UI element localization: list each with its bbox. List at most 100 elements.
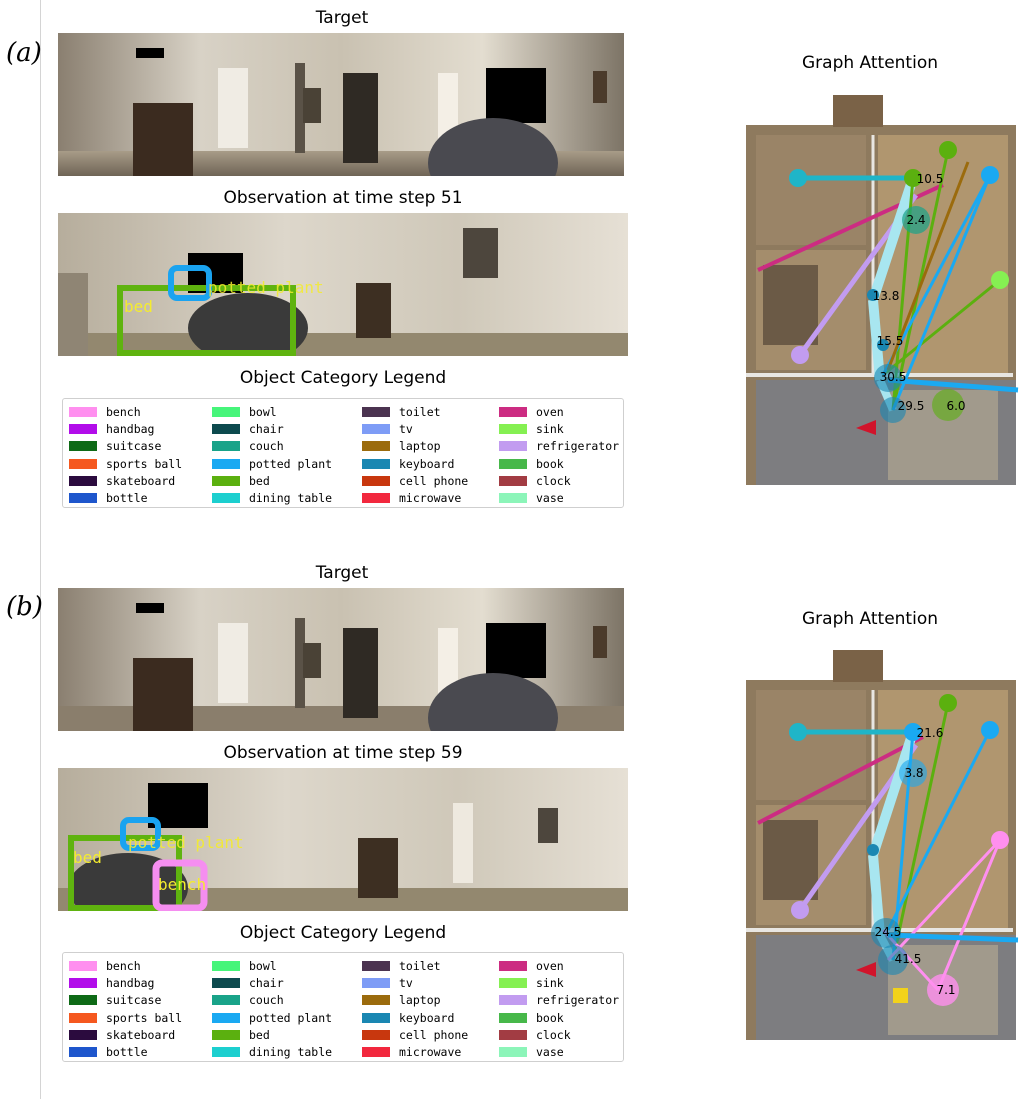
legend-label: laptop: [399, 439, 441, 454]
legend-label: tv: [399, 421, 413, 436]
legend-item: skateboard: [69, 1026, 212, 1043]
attention-value: 29.5: [898, 399, 925, 413]
legend-swatch: [362, 406, 390, 417]
legend-swatch: [499, 441, 527, 452]
legend-label: suitcase: [106, 439, 162, 454]
legend-label: sports ball: [106, 1010, 183, 1025]
legend-item: bowl: [212, 957, 362, 974]
legend-swatch: [69, 475, 97, 486]
legend-label: potted plant: [249, 1010, 333, 1025]
legend-title-a: Object Category Legend: [239, 368, 447, 388]
legend-item: bed: [212, 1026, 362, 1043]
category-legend-b: bench handbag suitcase sports ball skateboar…: [62, 952, 624, 1062]
legend-label: toilet: [399, 958, 441, 973]
legend-item: oven: [499, 957, 629, 974]
legend-label: refrigerator: [536, 439, 620, 454]
legend-item: toilet: [362, 957, 499, 974]
legend-swatch: [212, 1012, 240, 1023]
legend-label: bench: [106, 404, 141, 419]
legend-item: clock: [499, 1026, 629, 1043]
legend-label: potted plant: [249, 456, 333, 471]
legend-label: bowl: [249, 404, 277, 419]
legend-item: refrigerator: [499, 992, 629, 1009]
attention-value: 41.5: [895, 952, 922, 966]
legend-label: microwave: [399, 1045, 462, 1060]
legend-label: book: [536, 456, 564, 471]
legend-label: chair: [249, 975, 284, 990]
legend-item: bowl: [212, 403, 362, 420]
legend-swatch: [499, 1047, 527, 1058]
legend-item: toilet: [362, 403, 499, 420]
detection-label-bed-a: bed: [124, 297, 153, 316]
legend-swatch: [362, 995, 390, 1006]
legend-label: bed: [249, 1027, 270, 1042]
legend-swatch: [212, 423, 240, 434]
legend-swatch: [499, 995, 527, 1006]
legend-item: microwave: [362, 489, 499, 506]
legend-item: vase: [499, 489, 629, 506]
graph-title-a: Graph Attention: [801, 53, 938, 73]
legend-swatch: [69, 995, 97, 1006]
target-title-a: Target: [315, 8, 369, 28]
legend-swatch: [499, 1029, 527, 1040]
legend-swatch: [212, 493, 240, 504]
legend-item: bench: [69, 403, 212, 420]
detection-label-bench-b: bench: [158, 875, 206, 894]
legend-label: cell phone: [399, 473, 469, 488]
legend-swatch: [362, 458, 390, 469]
legend-item: clock: [499, 472, 629, 489]
legend-label: sports ball: [106, 456, 183, 471]
legend-swatch: [499, 406, 527, 417]
legend-item: book: [499, 455, 629, 472]
legend-swatch: [499, 960, 527, 971]
legend-swatch: [69, 960, 97, 971]
legend-swatch: [499, 423, 527, 434]
attention-value: 3.8: [904, 766, 923, 780]
left-margin-rule: [40, 0, 41, 1099]
legend-item: laptop: [362, 438, 499, 455]
legend-label: handbag: [106, 421, 155, 436]
panel-label-a: (a): [6, 38, 42, 68]
observation-panorama-a: bed potted plant: [58, 213, 628, 356]
legend-swatch: [212, 960, 240, 971]
legend-swatch: [69, 423, 97, 434]
graph-attention-map-a: 10.5 2.4 13.8 15.5 30.5 29.5 6.0: [738, 90, 1023, 490]
attention-value: 15.5: [877, 334, 904, 348]
legend-item: sink: [499, 974, 629, 991]
legend-item: cell phone: [362, 1026, 499, 1043]
legend-item: bottle: [69, 489, 212, 506]
detection-label-potted-plant-a: potted plant: [208, 278, 324, 297]
legend-swatch: [499, 458, 527, 469]
legend-swatch: [362, 423, 390, 434]
legend-swatch: [212, 441, 240, 452]
legend-item: keyboard: [362, 455, 499, 472]
legend-label: skateboard: [106, 1027, 176, 1042]
legend-item: skateboard: [69, 472, 212, 489]
legend-swatch: [362, 441, 390, 452]
legend-item: dining table: [212, 1043, 362, 1060]
legend-label: keyboard: [399, 1010, 455, 1025]
legend-swatch: [362, 1047, 390, 1058]
legend-swatch: [69, 493, 97, 504]
legend-swatch: [69, 1047, 97, 1058]
legend-item: suitcase: [69, 438, 212, 455]
legend-swatch: [362, 475, 390, 486]
legend-label: laptop: [399, 993, 441, 1008]
legend-swatch: [69, 458, 97, 469]
category-legend-a: bench handbag suitcase sports ball skateboar…: [62, 398, 624, 508]
legend-item: bottle: [69, 1043, 212, 1060]
legend-swatch: [69, 1012, 97, 1023]
panel-label-b: (b): [6, 592, 43, 622]
legend-swatch: [499, 493, 527, 504]
graph-attention-map-b: 21.6 3.8 24.5 41.5 7.1: [738, 645, 1023, 1045]
legend-swatch: [212, 1047, 240, 1058]
legend-label: cell phone: [399, 1027, 469, 1042]
legend-item: cell phone: [362, 472, 499, 489]
attention-value: 21.6: [917, 726, 944, 740]
legend-item: tv: [362, 974, 499, 991]
legend-label: tv: [399, 975, 413, 990]
legend-label: keyboard: [399, 456, 455, 471]
observation-panorama-b: bed potted plant bench: [58, 768, 628, 911]
legend-item: couch: [212, 992, 362, 1009]
legend-label: clock: [536, 1027, 571, 1042]
